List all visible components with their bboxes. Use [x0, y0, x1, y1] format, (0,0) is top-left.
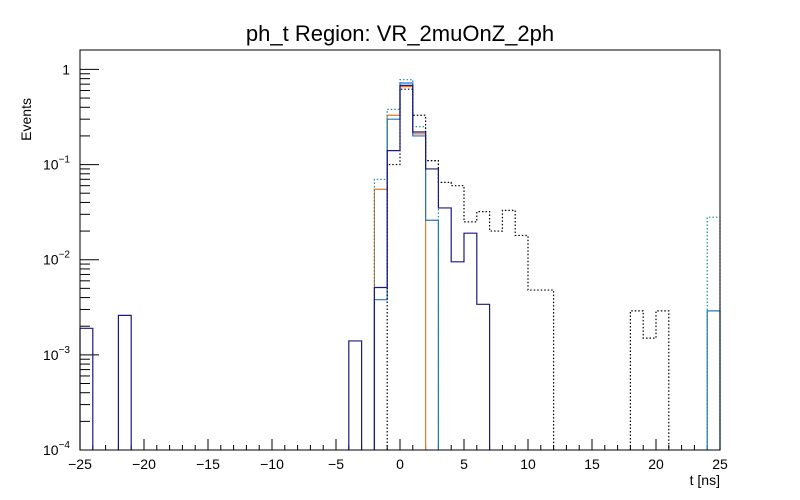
- x-tick-label: 20: [648, 456, 664, 472]
- tick-labels: −25 −20 −15 −10 −5 0 5 10 15 20 25 10−4 10−3 10−2 10−1…: [43, 61, 728, 472]
- histogram-series-4: [386, 88, 670, 450]
- x-tick-label: −20: [132, 456, 156, 472]
- x-tick-label: 10: [520, 456, 536, 472]
- x-tick-label: 0: [396, 456, 404, 472]
- histogram-series-3: [373, 79, 721, 450]
- y-tick-label: 10−2: [43, 250, 70, 268]
- x-tick-label: 15: [584, 456, 600, 472]
- x-tick-label: −10: [260, 456, 284, 472]
- histogram-series: [79, 79, 721, 450]
- y-axis-title: Events: [18, 98, 34, 141]
- x-tick-label: 25: [712, 456, 728, 472]
- y-tick-label: 10−1: [43, 155, 70, 173]
- y-tick-label: 10−3: [43, 345, 70, 363]
- y-tick-label: 1: [62, 61, 70, 77]
- x-tick-label: −15: [196, 456, 220, 472]
- x-tick-label: −5: [328, 456, 344, 472]
- x-axis-title: t [ns]: [690, 472, 720, 488]
- histogram-series-2: [373, 82, 721, 450]
- plot-frame: [79, 49, 721, 451]
- x-tick-label: 5: [460, 456, 468, 472]
- chart-title: ph_t Region: VR_2muOnZ_2ph: [246, 21, 554, 46]
- y-tick-label: 10−4: [43, 440, 70, 458]
- x-tick-label: −25: [68, 456, 92, 472]
- histogram-series-5: [79, 84, 491, 450]
